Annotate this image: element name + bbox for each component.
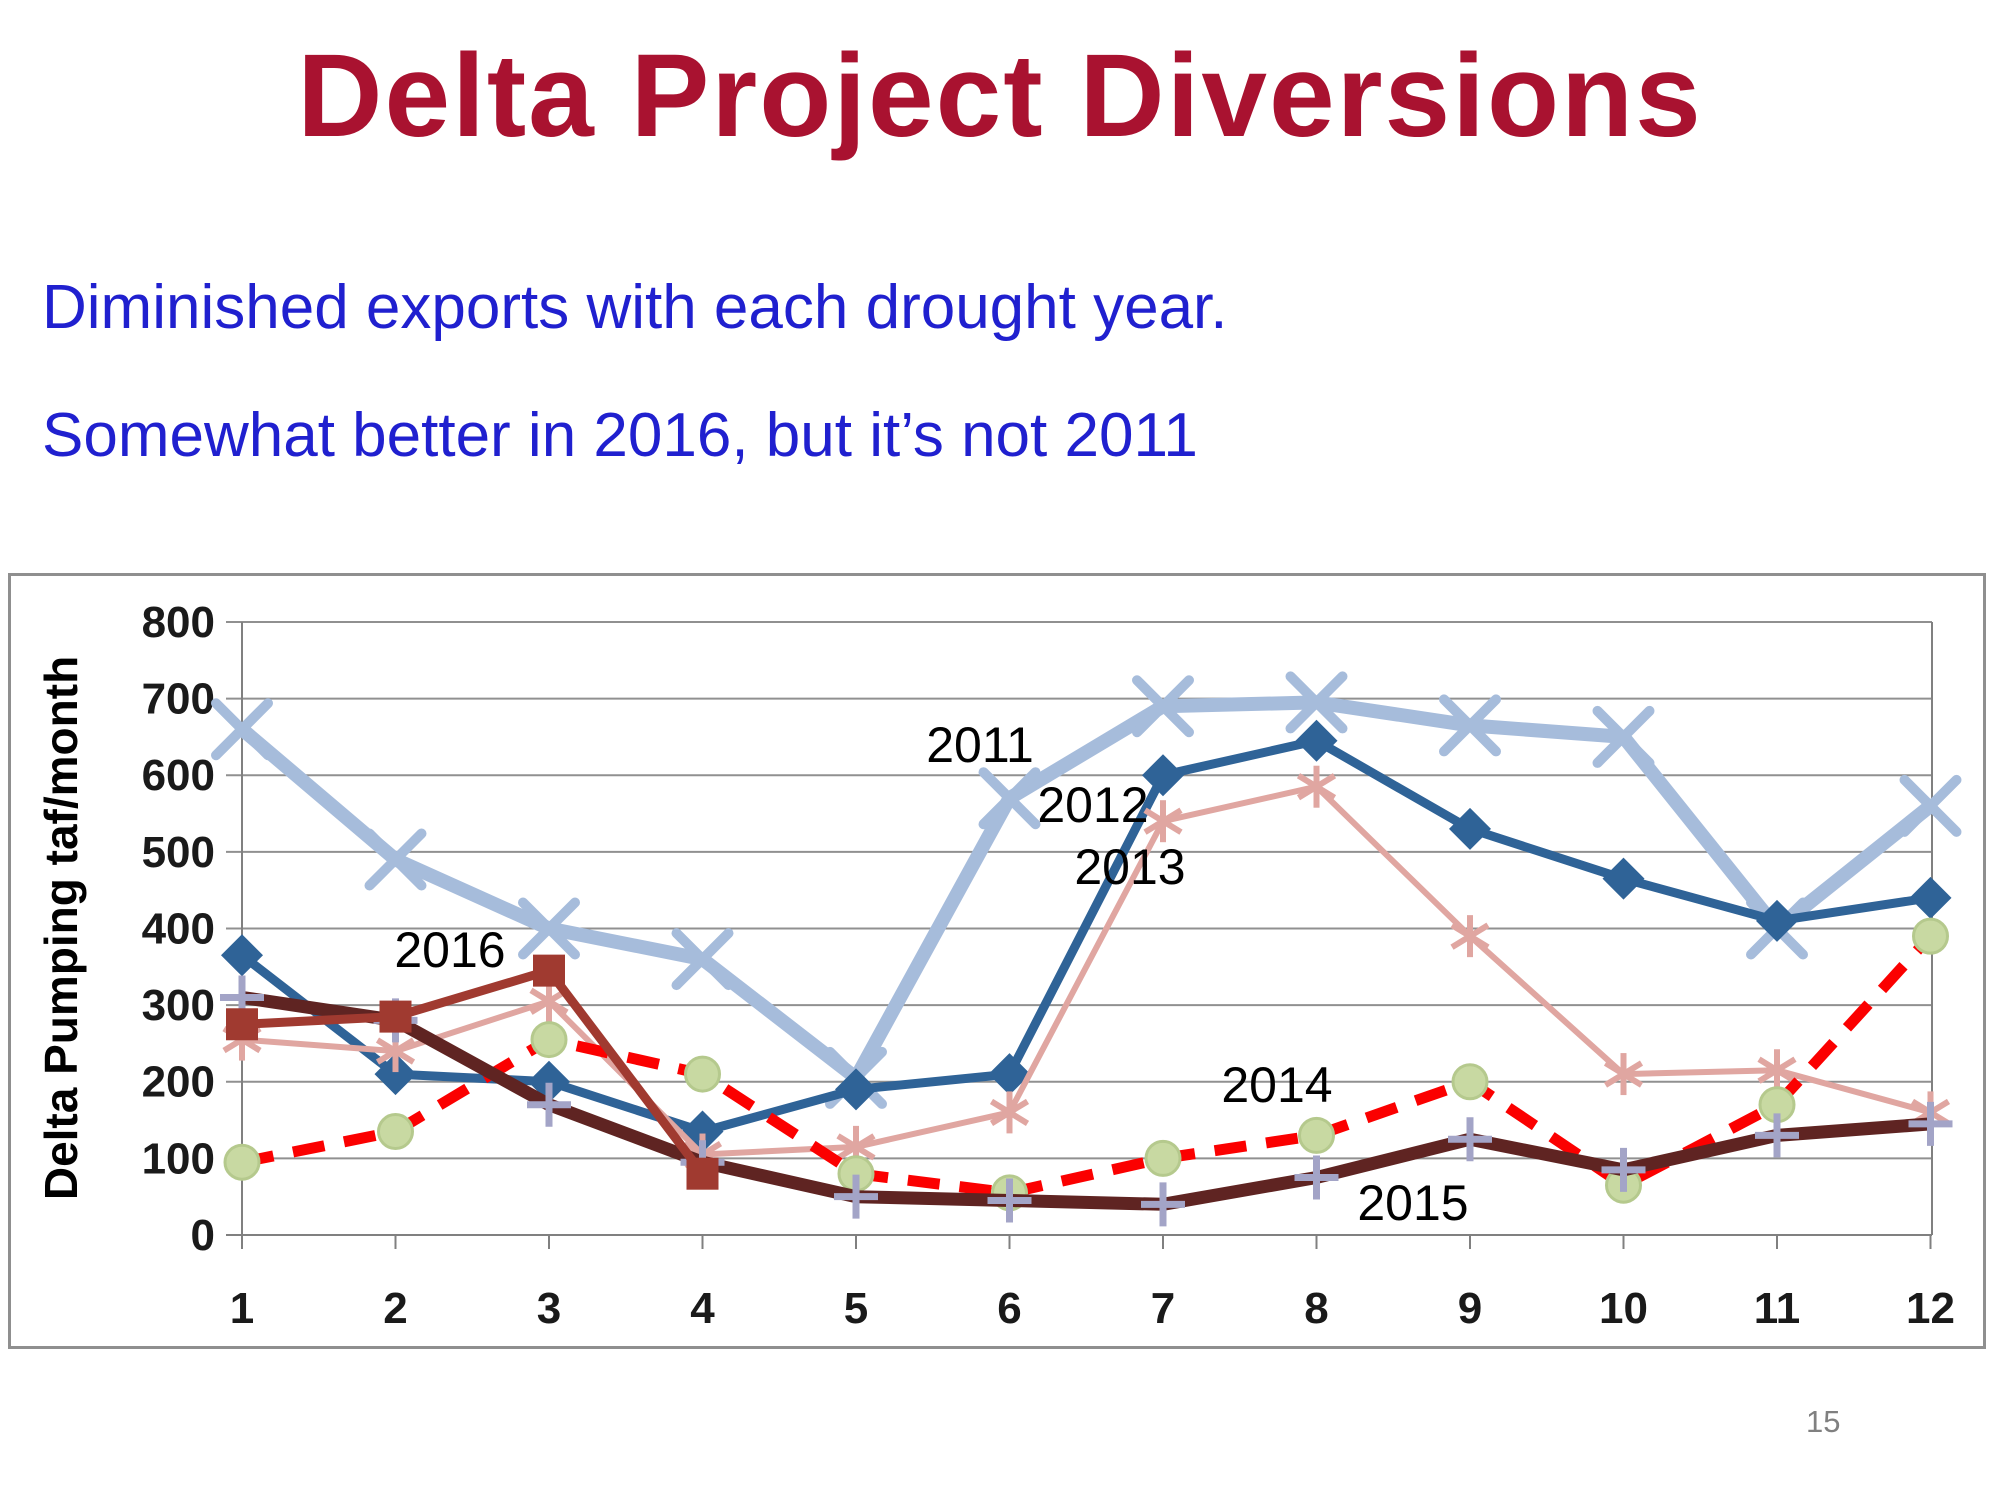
marker-diamond bbox=[681, 1110, 724, 1153]
marker-diamond bbox=[221, 934, 263, 977]
chart-frame: 0 100 200 300 400 500 600 700 800 1 2 3 4 5 6 7 8 9 10 11 12… bbox=[8, 573, 1986, 1349]
series-2013: 2013 bbox=[222, 765, 1951, 1176]
marker-star bbox=[529, 987, 569, 1015]
marker-star bbox=[375, 1037, 416, 1065]
series-2011-line bbox=[237, 695, 1935, 1085]
slide-title: Delta Project Diversions bbox=[297, 30, 1703, 162]
y-tick-label: 800 bbox=[142, 598, 215, 647]
marker-diamond bbox=[1142, 754, 1184, 797]
marker-circle bbox=[1144, 1139, 1182, 1177]
page-number: 15 bbox=[1806, 1404, 1841, 1439]
marker-square bbox=[686, 1157, 719, 1190]
marker-x bbox=[211, 698, 273, 761]
y-axis-title: Delta Pumping taf/month bbox=[35, 656, 87, 1200]
x-tick-label: 11 bbox=[1754, 1284, 1801, 1333]
marker-diamond bbox=[374, 1053, 417, 1096]
marker-circle bbox=[1912, 917, 1949, 955]
x-tick-label: 4 bbox=[690, 1284, 715, 1333]
y-tick-label: 100 bbox=[142, 1134, 215, 1183]
marker-x bbox=[1285, 671, 1348, 734]
y-tick-label: 400 bbox=[142, 904, 215, 953]
series-label-2013: 2013 bbox=[1074, 839, 1185, 895]
marker-star bbox=[1603, 1060, 1644, 1088]
marker-star bbox=[989, 1098, 1030, 1126]
x-tick-label: 12 bbox=[1906, 1284, 1955, 1333]
marker-diamond bbox=[1449, 807, 1491, 850]
series-label-2012: 2012 bbox=[1037, 777, 1148, 833]
marker-star bbox=[1296, 773, 1337, 801]
marker-square bbox=[533, 954, 565, 987]
marker-diamond bbox=[1756, 899, 1798, 942]
y-tick-label: 0 bbox=[191, 1211, 215, 1260]
marker-square bbox=[379, 1000, 412, 1033]
marker-circle bbox=[1298, 1116, 1335, 1154]
series-2014-line bbox=[240, 932, 1935, 1199]
series-label-2014: 2014 bbox=[1221, 1057, 1332, 1113]
marker-x bbox=[364, 828, 427, 891]
marker-x bbox=[1899, 774, 1962, 837]
x-tick-label: 9 bbox=[1458, 1284, 1482, 1333]
marker-diamond bbox=[835, 1068, 877, 1111]
y-axis-tick-labels: 0 100 200 300 400 500 600 700 800 bbox=[142, 598, 215, 1260]
y-tick-label: 600 bbox=[142, 751, 215, 800]
subtitle-line-2: Somewhat better in 2016, but it’s not 20… bbox=[42, 401, 1198, 470]
marker-star bbox=[1143, 807, 1183, 835]
x-tick-label: 7 bbox=[1151, 1284, 1175, 1333]
x-tick-label: 8 bbox=[1304, 1284, 1328, 1333]
marker-star bbox=[1450, 922, 1490, 950]
series-2013-line bbox=[241, 783, 1932, 1158]
x-axis-tick-labels: 1 2 3 4 5 6 7 8 9 10 11 12 bbox=[230, 1284, 1955, 1333]
marker-x bbox=[518, 897, 580, 960]
marker-diamond bbox=[1295, 719, 1338, 762]
y-tick-label: 700 bbox=[142, 675, 215, 724]
series-label-2016: 2016 bbox=[394, 922, 505, 978]
y-tick-label: 200 bbox=[142, 1058, 215, 1107]
series-2016-line bbox=[241, 966, 707, 1177]
subtitle-line-1: Diminished exports with each drought yea… bbox=[42, 273, 1228, 342]
series-label-2011: 2011 bbox=[926, 717, 1034, 773]
marker-x bbox=[1439, 694, 1501, 757]
x-tick-label: 2 bbox=[383, 1284, 407, 1333]
series-label-2015: 2015 bbox=[1357, 1175, 1468, 1231]
series-2015: 2015 bbox=[220, 975, 1953, 1231]
x-tick-label: 3 bbox=[537, 1284, 561, 1333]
marker-x bbox=[1132, 675, 1194, 738]
x-tick-label: 10 bbox=[1599, 1284, 1648, 1333]
marker-x bbox=[978, 767, 1041, 830]
marker-circle bbox=[530, 1021, 568, 1059]
marker-diamond bbox=[1602, 857, 1645, 900]
series-2015-line bbox=[241, 990, 1931, 1211]
marker-diamond bbox=[1909, 876, 1952, 919]
marker-diamond bbox=[988, 1053, 1031, 1096]
x-tick-label: 1 bbox=[230, 1284, 254, 1333]
series-2016: 2016 bbox=[226, 922, 719, 1190]
y-tick-label: 500 bbox=[142, 828, 215, 877]
marker-circle bbox=[1451, 1063, 1489, 1101]
x-tick-label: 6 bbox=[997, 1284, 1021, 1333]
y-tick-label: 300 bbox=[142, 981, 215, 1030]
x-tick-label: 5 bbox=[844, 1284, 868, 1333]
marker-square bbox=[226, 1008, 258, 1041]
marker-star bbox=[836, 1133, 876, 1161]
marker-x bbox=[671, 928, 734, 991]
marker-star bbox=[1757, 1056, 1797, 1084]
marker-x bbox=[1592, 705, 1655, 768]
series-2012-line bbox=[239, 736, 1932, 1136]
marker-circle bbox=[684, 1055, 721, 1093]
marker-circle bbox=[377, 1113, 414, 1151]
series-2014: 2014 bbox=[223, 917, 1949, 1212]
series-2011: 2011 bbox=[211, 671, 1962, 1109]
marker-circle bbox=[223, 1143, 261, 1181]
